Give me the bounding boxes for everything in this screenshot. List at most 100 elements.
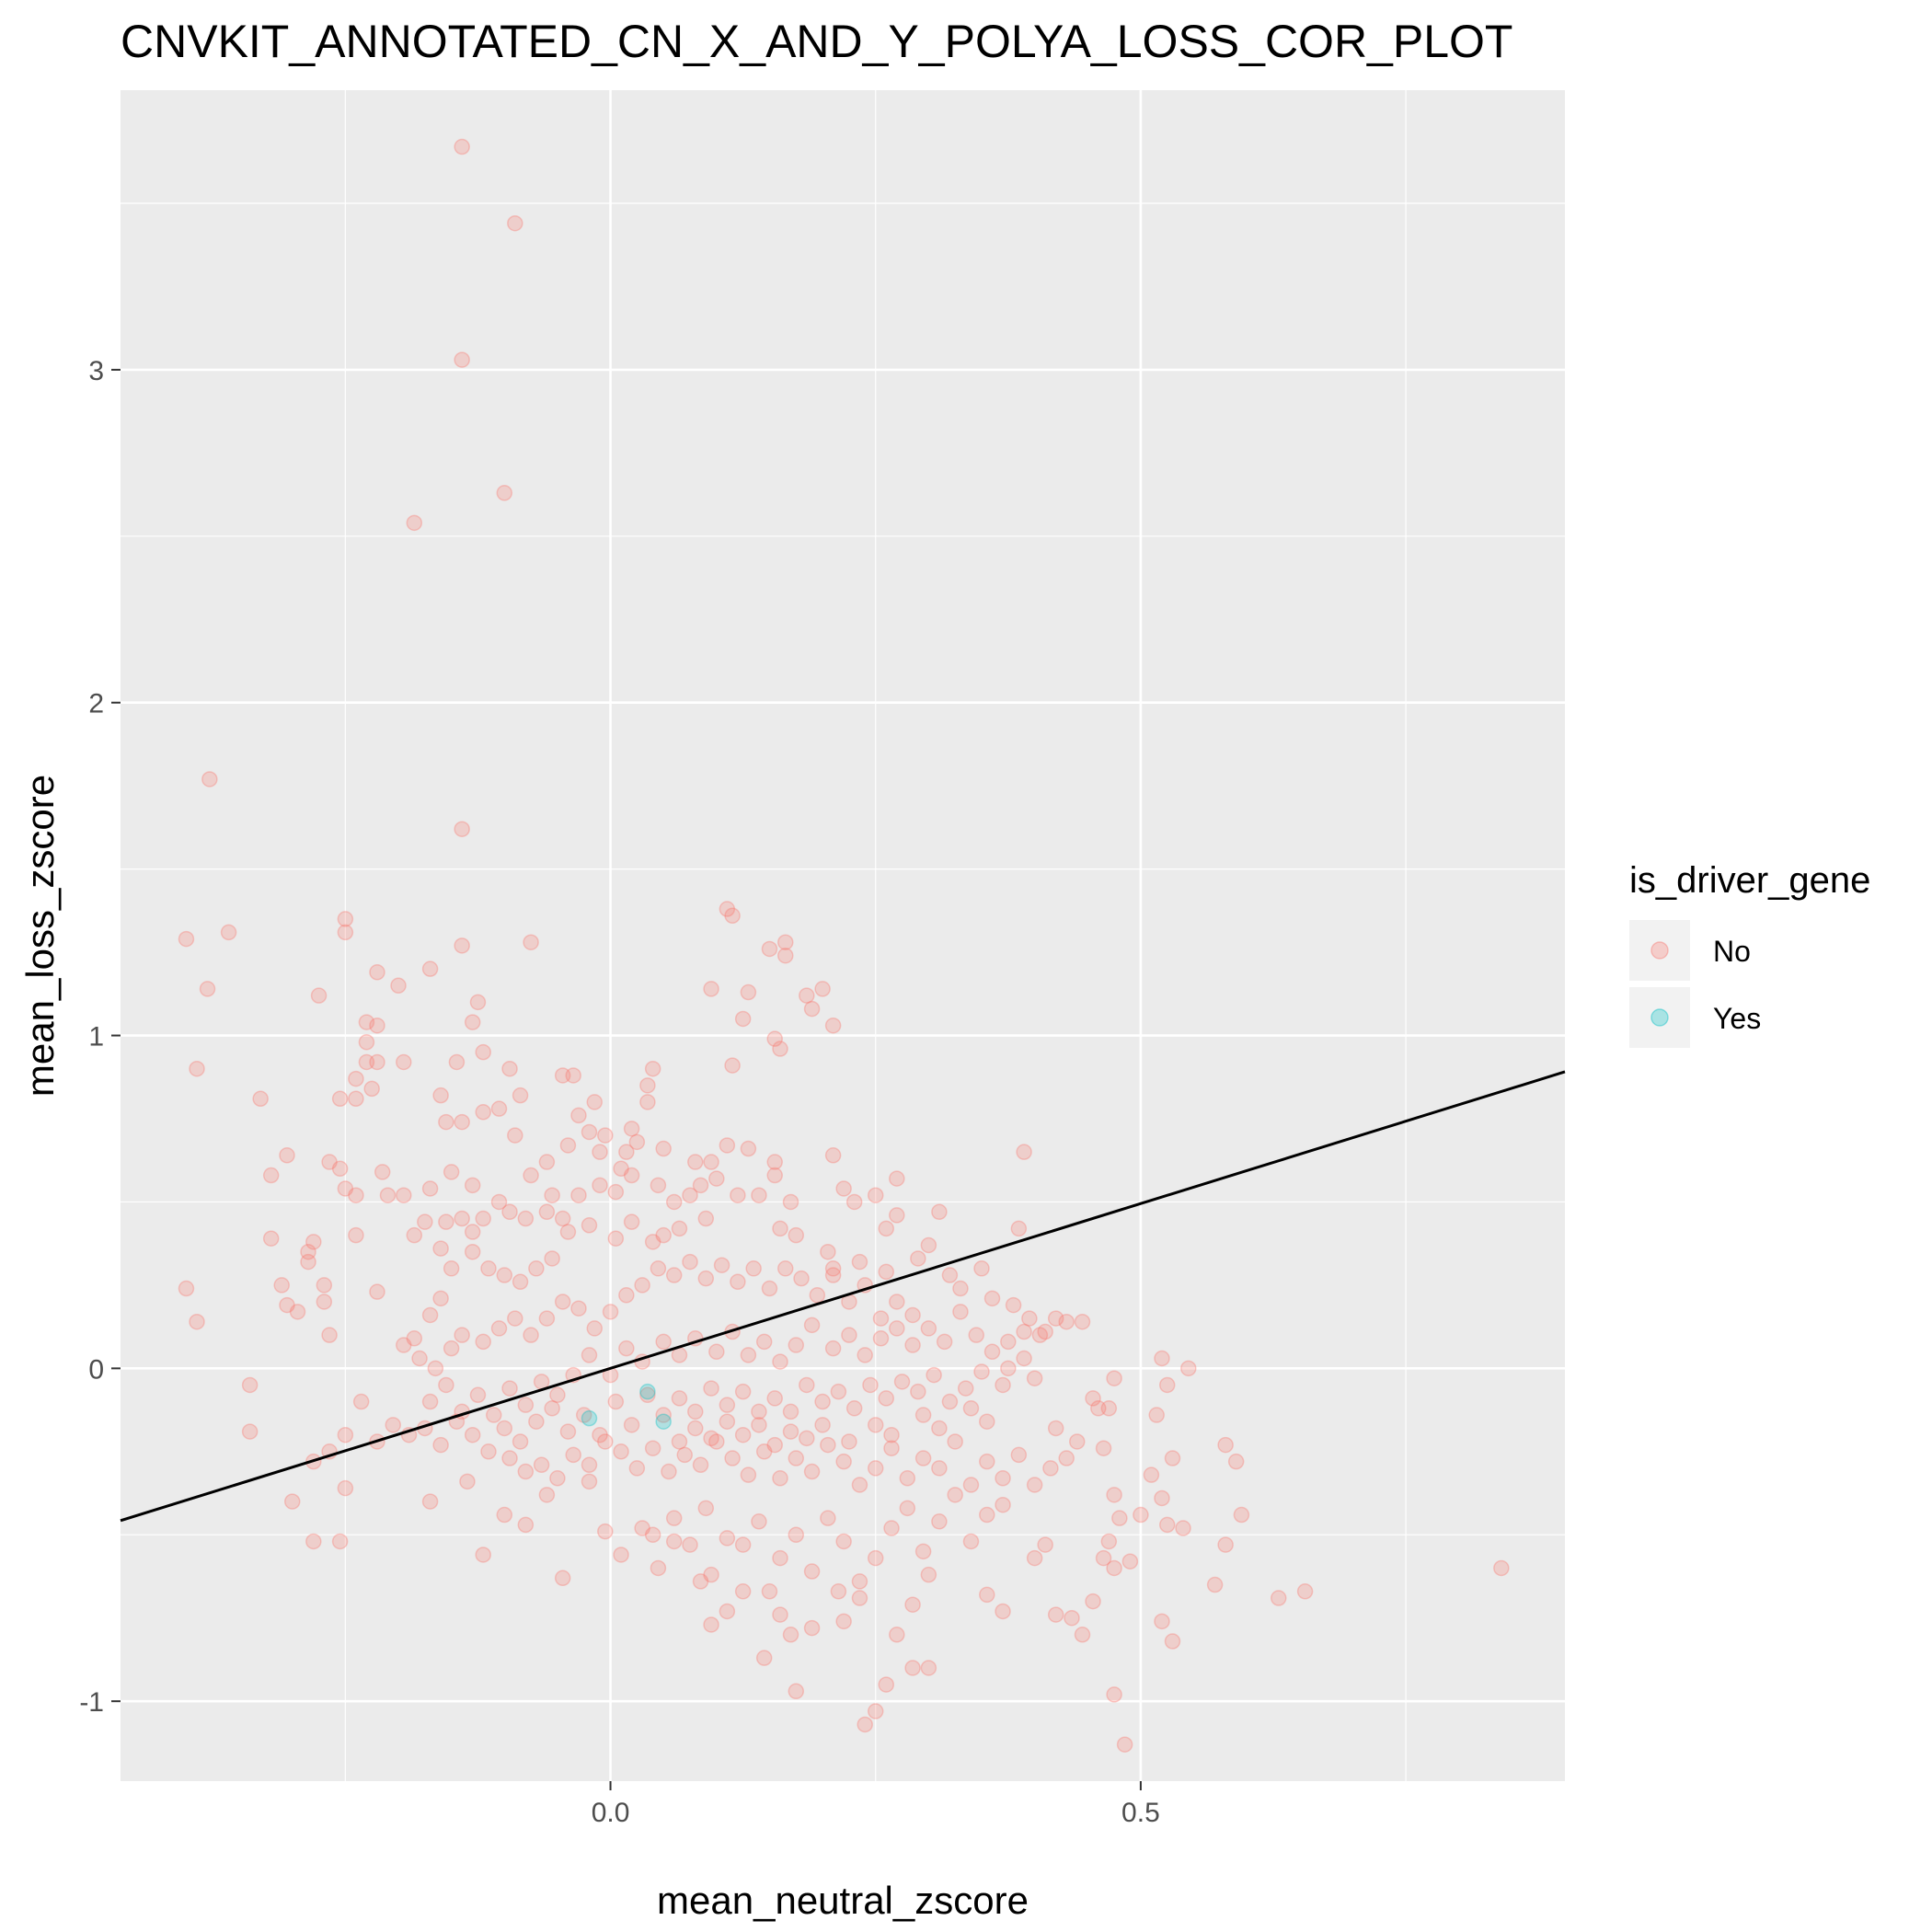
data-point-no xyxy=(772,1549,788,1567)
data-point-no xyxy=(1154,1613,1170,1630)
data-point-no xyxy=(878,1390,895,1407)
data-point-no xyxy=(421,1493,439,1510)
data-point-no xyxy=(655,1407,672,1423)
data-point-no xyxy=(1085,1390,1101,1407)
data-point-no xyxy=(623,1417,640,1433)
data-point-no xyxy=(581,1456,598,1474)
data-point-no xyxy=(528,1413,545,1430)
y-tick-label: 3 xyxy=(88,356,104,386)
data-point-no xyxy=(337,1426,354,1443)
data-point-no xyxy=(507,214,523,232)
data-point-no xyxy=(931,1460,948,1477)
data-point-no xyxy=(1026,1477,1043,1493)
data-point-no xyxy=(586,1320,604,1337)
data-point-no xyxy=(1154,1489,1170,1507)
data-point-no xyxy=(396,1053,412,1071)
data-point-no xyxy=(607,1230,625,1247)
legend: is_driver_gene No Yes xyxy=(1629,860,1870,1048)
data-point-no xyxy=(189,1313,205,1330)
data-point-no xyxy=(544,1400,560,1417)
data-point-no xyxy=(788,1526,805,1544)
data-point-no xyxy=(607,1393,625,1410)
data-point-no xyxy=(490,1320,508,1337)
data-point-no xyxy=(830,1383,847,1400)
data-point-no xyxy=(904,1596,921,1613)
data-point-no xyxy=(979,1453,995,1470)
data-point-no xyxy=(549,1386,566,1404)
data-point-no xyxy=(1296,1583,1314,1600)
data-point-no xyxy=(766,1154,783,1170)
data-point-no xyxy=(841,1433,857,1450)
data-point-no xyxy=(883,1440,900,1456)
data-point-no xyxy=(734,1426,752,1443)
data-point-no xyxy=(835,1453,852,1470)
data-point-no xyxy=(740,1466,757,1483)
data-point-no xyxy=(575,1407,592,1423)
data-point-no xyxy=(369,1283,385,1300)
data-point-no xyxy=(820,1436,836,1454)
data-point-no xyxy=(1058,1313,1075,1330)
data-point-no xyxy=(1047,1606,1064,1623)
data-point-no xyxy=(979,1506,995,1524)
legend-key-no xyxy=(1629,920,1690,981)
data-point-no xyxy=(639,1077,656,1094)
data-point-no xyxy=(379,1187,397,1203)
data-point-no xyxy=(597,1433,614,1450)
data-point-no xyxy=(390,977,407,995)
data-point-no xyxy=(650,1177,667,1194)
data-point-no xyxy=(396,1337,412,1353)
data-point-no xyxy=(962,1533,980,1550)
data-point-no xyxy=(799,1430,815,1447)
data-point-no xyxy=(421,1393,439,1410)
data-point-no xyxy=(745,1260,762,1277)
data-point-no xyxy=(687,1154,704,1170)
data-point-no xyxy=(1090,1400,1107,1417)
data-point-no xyxy=(1058,1450,1075,1466)
data-point-no xyxy=(889,1207,905,1224)
data-point-no xyxy=(1031,1327,1049,1343)
data-point-no xyxy=(411,1350,428,1367)
data-point-no xyxy=(454,1327,470,1343)
data-point-no xyxy=(469,1386,487,1404)
data-point-no xyxy=(777,1260,794,1277)
data-point-no xyxy=(565,1067,581,1084)
data-point-no xyxy=(475,1104,491,1121)
data-point-no xyxy=(665,1510,683,1526)
data-point-no xyxy=(1026,1549,1043,1567)
data-point-no xyxy=(517,1516,535,1534)
data-point-no xyxy=(348,1187,364,1203)
series-yes-points xyxy=(581,1383,672,1430)
data-point-no xyxy=(613,1443,629,1460)
data-point-no xyxy=(1016,1144,1032,1160)
data-point-no xyxy=(1164,1450,1181,1466)
data-point-no xyxy=(1100,1400,1118,1417)
data-point-no xyxy=(904,1306,921,1324)
data-point-no xyxy=(374,1164,391,1180)
data-point-no xyxy=(979,1586,995,1604)
data-point-no xyxy=(820,1510,836,1526)
data-point-no xyxy=(300,1253,316,1271)
data-point-no xyxy=(517,1397,535,1413)
data-point-no xyxy=(517,1463,535,1480)
data-point-no xyxy=(592,1144,608,1160)
data-point-no xyxy=(734,1536,752,1553)
data-point-no xyxy=(189,1060,205,1077)
data-point-no xyxy=(777,934,794,950)
data-point-no xyxy=(883,1520,900,1536)
data-point-no xyxy=(889,1627,905,1643)
data-point-no xyxy=(310,987,328,1004)
data-point-no xyxy=(708,1343,725,1361)
data-point-no xyxy=(443,1340,460,1357)
data-point-no xyxy=(352,1393,370,1410)
data-point-no xyxy=(512,1433,529,1450)
data-point-no xyxy=(331,1533,349,1550)
data-point-no xyxy=(936,1333,953,1351)
data-point-no xyxy=(544,1187,560,1203)
data-point-no xyxy=(438,1113,454,1131)
data-point-no xyxy=(496,1267,513,1283)
major-gridlines xyxy=(121,90,1565,1781)
data-point-no xyxy=(406,1226,423,1244)
data-point-no xyxy=(692,1177,709,1194)
data-point-no xyxy=(671,1433,688,1450)
data-point-no xyxy=(512,1087,529,1104)
